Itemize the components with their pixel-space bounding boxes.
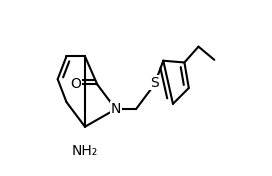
Text: O: O xyxy=(71,77,82,92)
Text: N: N xyxy=(111,102,121,116)
Text: S: S xyxy=(150,76,159,90)
Text: NH₂: NH₂ xyxy=(72,144,98,158)
